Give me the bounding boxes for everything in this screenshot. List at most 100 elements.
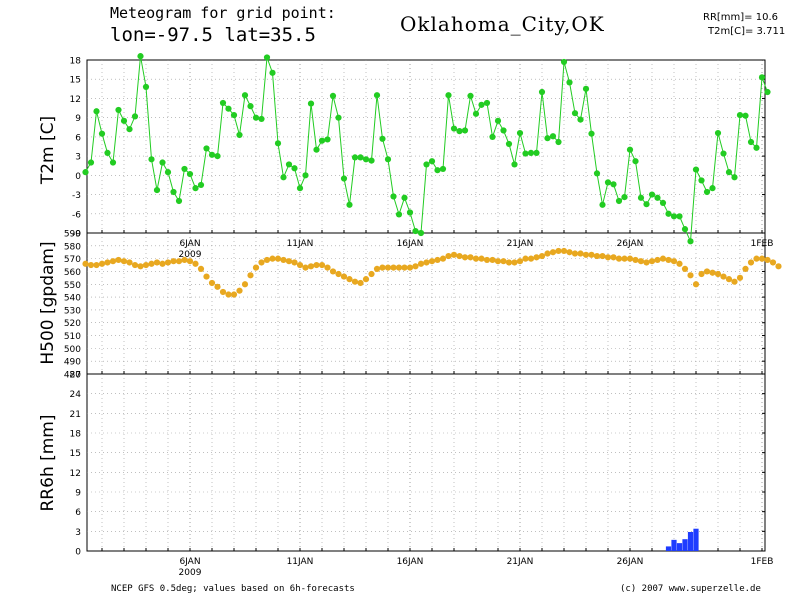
h500-point: [263, 256, 271, 264]
t2m-point: [681, 226, 689, 233]
t2m-point: [120, 117, 128, 124]
t2m-point: [406, 209, 414, 216]
h500-point: [566, 249, 573, 256]
h500-point: [516, 258, 524, 265]
location-title: Oklahoma_City,OK: [400, 12, 605, 36]
t2m-point: [516, 129, 524, 137]
h500-point: [461, 254, 469, 261]
t2m-point: [654, 194, 661, 201]
h500-point: [428, 258, 436, 265]
h500-point: [131, 261, 139, 269]
y-tick-label: 540: [64, 294, 81, 304]
h500-point: [505, 259, 513, 266]
h500-point: [329, 268, 337, 275]
h500-point: [610, 254, 617, 261]
t2m-point: [714, 129, 722, 137]
h500-point: [307, 263, 315, 270]
t2m-point: [307, 100, 315, 107]
t2m-point: [522, 150, 529, 157]
h500-point: [676, 260, 683, 267]
header-title-line2: lon=-97.5 lat=35.5: [110, 24, 316, 46]
t2m-point: [335, 114, 342, 121]
h500-point: [681, 265, 689, 272]
h500-point: [439, 255, 447, 262]
t2m-point: [538, 88, 546, 96]
t2m-point: [643, 201, 650, 208]
h500-point: [571, 250, 579, 257]
h500-point: [533, 254, 540, 261]
h500-point: [181, 256, 188, 264]
h500-point: [511, 259, 518, 266]
t2m-point: [285, 161, 293, 168]
t2m-point: [197, 181, 205, 189]
h500-point: [544, 250, 551, 257]
h500-point: [764, 256, 771, 264]
t2m-point: [225, 105, 232, 112]
rr6h-bar: [676, 543, 683, 551]
t2m-point: [137, 53, 144, 60]
h500-point: [258, 259, 265, 266]
h500-point: [467, 254, 474, 261]
t2m-point: [258, 115, 265, 123]
t2m-point: [439, 165, 447, 173]
t2m-point: [241, 92, 249, 99]
t2m-point: [109, 159, 117, 166]
h500-point: [588, 251, 595, 258]
y-tick-label: 9: [75, 114, 81, 124]
t2m-point: [153, 186, 161, 194]
h500-point: [753, 255, 760, 262]
t2m-point: [764, 88, 771, 96]
h500-point: [483, 256, 491, 264]
x-date-label: 6JAN: [179, 239, 200, 249]
h500-point: [159, 260, 166, 267]
h500-point: [82, 260, 89, 267]
y-tick-label: 3: [75, 153, 81, 163]
t2m-point: [599, 201, 606, 208]
y-tick-label: -6: [72, 210, 81, 220]
t2m-point: [82, 169, 89, 176]
t2m-point: [148, 156, 155, 163]
h500-point: [324, 264, 331, 271]
h500-point: [747, 259, 755, 266]
h500-point: [445, 252, 452, 260]
t2m-point: [467, 92, 474, 99]
h500-point: [709, 269, 716, 276]
y-tick-label: 27: [70, 371, 81, 381]
h500-point: [758, 255, 766, 262]
t2m-point: [753, 144, 760, 151]
t2m-point: [692, 166, 700, 173]
h500-point: [494, 258, 502, 265]
rr-total-stat: RR[mm]= 10.6: [703, 12, 779, 23]
t2m-point: [379, 135, 386, 142]
h500-point: [401, 264, 408, 271]
t2m-point: [351, 154, 359, 161]
h500-point: [412, 263, 419, 270]
h500-point: [687, 272, 694, 279]
h500-point: [654, 256, 661, 264]
h500-point: [104, 259, 111, 266]
h500-point: [538, 252, 546, 260]
y-tick-label: 18: [70, 57, 82, 67]
rr6h-bar: [671, 539, 677, 551]
t2m-point: [560, 58, 568, 66]
y-tick-label: 510: [64, 332, 81, 342]
t2m-point: [252, 114, 260, 121]
t2m-point: [544, 135, 551, 142]
t2m-point: [533, 149, 540, 157]
h500-point: [555, 247, 562, 255]
y-tick-label: 24: [70, 390, 82, 400]
h500-point: [720, 273, 727, 280]
t2m-point: [164, 169, 172, 176]
h500-point: [208, 279, 216, 287]
t2m-point: [588, 130, 595, 137]
y-tick-label: 9: [75, 489, 81, 499]
y-tick-label: 580: [64, 242, 81, 252]
t2m-point: [505, 140, 513, 148]
t2m-point: [511, 161, 518, 168]
h500-point: [775, 263, 782, 270]
t2m-point: [296, 185, 304, 192]
t2m-point: [274, 140, 282, 147]
t2m-point: [390, 193, 397, 200]
h500-point: [626, 255, 634, 262]
